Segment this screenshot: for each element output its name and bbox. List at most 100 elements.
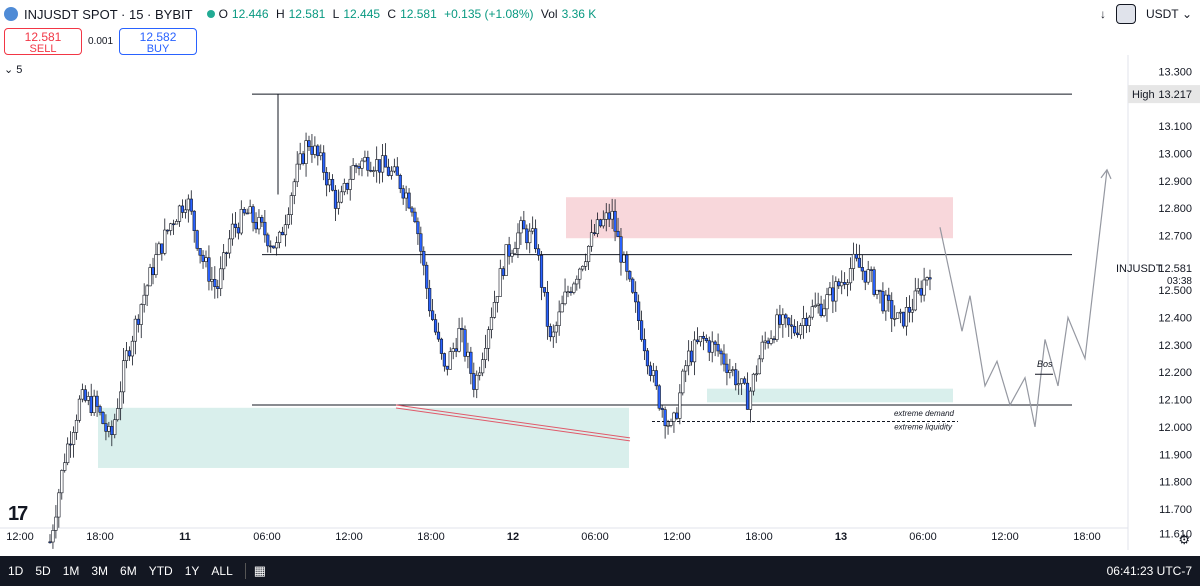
candle-body: [737, 383, 741, 386]
indicator-count: 5: [16, 64, 23, 76]
candle-body: [678, 392, 682, 419]
candle-body: [901, 311, 906, 327]
candle-body: [913, 290, 917, 311]
candle-body: [280, 231, 285, 236]
candle-body: [896, 312, 900, 319]
candle-body: [222, 252, 226, 270]
candle-body: [236, 227, 240, 234]
x-tick-label: 18:00: [86, 531, 114, 543]
candle-body: [431, 310, 435, 320]
candle-body: [563, 291, 567, 305]
candle-body: [675, 412, 679, 419]
candle-body: [463, 329, 467, 357]
market-open-icon: [206, 10, 215, 18]
candle-body: [884, 294, 888, 312]
projection-path[interactable]: [939, 169, 1108, 428]
candle-body: [751, 373, 756, 392]
candle-body: [333, 189, 338, 209]
sweep-line[interactable]: [395, 404, 631, 439]
candle-body: [819, 303, 823, 316]
candle-body: [692, 339, 697, 363]
range-button-ytd[interactable]: YTD: [148, 564, 173, 578]
candle-body: [595, 219, 600, 235]
candle-body: [845, 282, 850, 285]
x-tick-label: 13: [835, 531, 847, 543]
candle-body: [121, 360, 126, 393]
candle-body: [910, 309, 914, 313]
range-button-1y[interactable]: 1Y: [184, 564, 200, 578]
candle-body: [722, 353, 726, 365]
range-button-all[interactable]: ALL: [211, 564, 233, 578]
range-button-3m[interactable]: 3M: [91, 564, 109, 578]
sweep-line[interactable]: [395, 407, 631, 442]
candle-body: [48, 541, 52, 544]
candle-body: [534, 228, 538, 250]
open-label: O: [218, 7, 228, 21]
candle-body: [719, 350, 723, 355]
candle-body: [66, 443, 70, 464]
chart-title[interactable]: INJUSDT SPOT · 15 · BYBIT: [24, 6, 193, 22]
candle-body: [389, 170, 394, 176]
candle-body: [266, 234, 270, 247]
currency-select[interactable]: USDT: [1145, 7, 1179, 21]
candle-body: [83, 389, 87, 401]
candle-body: [522, 220, 526, 230]
candle-body: [428, 288, 432, 312]
candle-body: [113, 419, 117, 435]
indicator-toggle[interactable]: ⌄ 5: [4, 63, 22, 76]
candle-body: [136, 318, 140, 325]
candle-body: [154, 254, 158, 276]
candle-body: [825, 294, 829, 310]
candle-body: [925, 277, 929, 281]
candle-body: [360, 160, 364, 169]
candle-body: [734, 369, 738, 386]
bottom-toolbar: 1D 5D 1M 3M 6M YTD 1Y ALL ▦ 06:41:23 UTC-7: [0, 556, 1200, 586]
high-label: H: [275, 7, 285, 21]
candle-body: [133, 318, 137, 342]
candle-body: [848, 268, 853, 284]
chevron-down-icon[interactable]: ⌄: [1178, 7, 1192, 21]
candle-body: [348, 178, 352, 190]
candle-body: [378, 159, 382, 173]
candle-body: [298, 153, 302, 165]
candle-body: [795, 332, 800, 336]
range-button-5d[interactable]: 5D: [35, 564, 51, 578]
candle-body: [869, 269, 873, 271]
candle-body: [887, 294, 891, 301]
range-button-1m[interactable]: 1M: [62, 564, 80, 578]
clock[interactable]: 06:41:23 UTC-7: [1106, 564, 1192, 578]
candle-body: [254, 222, 258, 230]
candle-body: [198, 248, 202, 256]
candle-body: [407, 192, 411, 209]
candle-body: [560, 303, 564, 313]
candle-body: [489, 317, 494, 330]
candle-body: [893, 318, 897, 320]
candle-body: [642, 339, 647, 352]
candle-body: [257, 217, 261, 230]
candle-body: [804, 318, 808, 326]
gear-icon[interactable]: ⚙: [1178, 532, 1190, 547]
x-tick-label: 18:00: [1073, 531, 1101, 543]
arrow-down-icon[interactable]: ↓: [1099, 7, 1106, 21]
candle-body: [551, 331, 555, 338]
last-price-symbol: INJUSDT: [1116, 263, 1163, 275]
screenshot-icon[interactable]: [1115, 4, 1136, 24]
candle-body: [666, 425, 670, 427]
candle-body: [589, 232, 594, 247]
buy-button[interactable]: 12.582 BUY: [119, 28, 198, 55]
candle-body: [54, 516, 58, 531]
range-button-6m[interactable]: 6M: [120, 564, 137, 578]
sell-button[interactable]: 12.581 SELL: [4, 28, 82, 55]
annotation-label: Bos: [1037, 359, 1053, 369]
candle-body: [342, 183, 346, 193]
candle-body: [837, 281, 841, 287]
x-tick-label: 18:00: [417, 531, 445, 543]
calendar-icon[interactable]: ▦: [253, 563, 267, 578]
y-tick-label: 11.800: [1159, 477, 1192, 489]
range-button-1d[interactable]: 1D: [8, 564, 24, 578]
candle-body: [180, 205, 185, 213]
candle-body: [513, 248, 517, 254]
candle-body: [872, 269, 876, 295]
candle-body: [828, 287, 832, 295]
